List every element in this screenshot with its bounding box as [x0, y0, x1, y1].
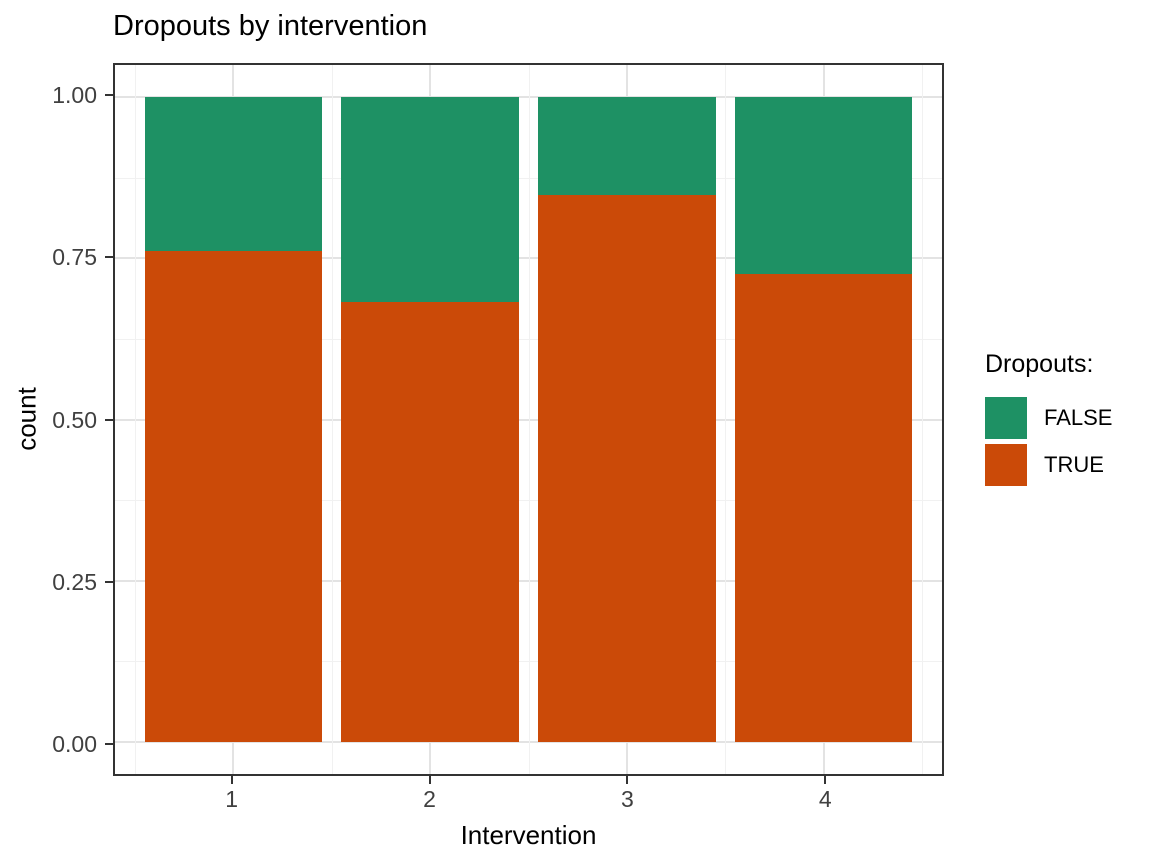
legend-item-false: FALSE: [985, 397, 1112, 439]
plot-panel: [113, 63, 944, 776]
y-tick-label: 0.25: [52, 568, 97, 595]
gridline-x-minor: [331, 65, 333, 774]
gridline-x-minor: [134, 65, 136, 774]
bar-2-true: [341, 301, 519, 742]
legend-item-true: TRUE: [985, 444, 1112, 486]
y-tick-mark: [105, 418, 113, 421]
legend: Dropouts: FALSE TRUE: [985, 350, 1112, 491]
legend-swatch-true-icon: [985, 444, 1027, 486]
x-tick-label: 3: [621, 786, 634, 812]
x-tick-label: 2: [423, 786, 436, 812]
legend-label-true: TRUE: [1044, 452, 1104, 477]
bar-4-true: [735, 274, 913, 742]
y-tick-label: 0.50: [52, 406, 97, 433]
x-tick-mark: [230, 776, 233, 784]
y-tick-label: 1.00: [52, 82, 97, 109]
gridline-x-minor: [725, 65, 727, 774]
bar-1-false: [144, 97, 322, 251]
gridline-x-minor: [922, 65, 924, 774]
legend-swatch-false-icon: [985, 397, 1027, 439]
y-tick-mark: [105, 256, 113, 259]
legend-title: Dropouts:: [985, 350, 1094, 378]
y-tick-mark: [105, 94, 113, 97]
bar-1-true: [144, 250, 322, 742]
y-tick-mark: [105, 742, 113, 745]
legend-label-false: FALSE: [1044, 405, 1113, 430]
plot-title: Dropouts by intervention: [113, 10, 428, 42]
x-tick-mark: [428, 776, 431, 784]
y-tick-label: 0.75: [52, 244, 97, 271]
y-tick-mark: [105, 580, 113, 583]
x-tick-label: 4: [818, 786, 832, 812]
x-tick-label: 1: [225, 786, 239, 812]
bar-3-false: [538, 97, 716, 195]
x-tick-mark: [824, 776, 827, 784]
x-axis-title: Intervention: [460, 820, 597, 850]
bar-4-false: [735, 97, 913, 275]
bar-2-false: [341, 97, 519, 302]
gridline-x-minor: [528, 65, 530, 774]
bar-3-true: [538, 194, 716, 742]
x-tick-mark: [626, 776, 629, 784]
y-tick-label: 0.00: [52, 730, 97, 757]
